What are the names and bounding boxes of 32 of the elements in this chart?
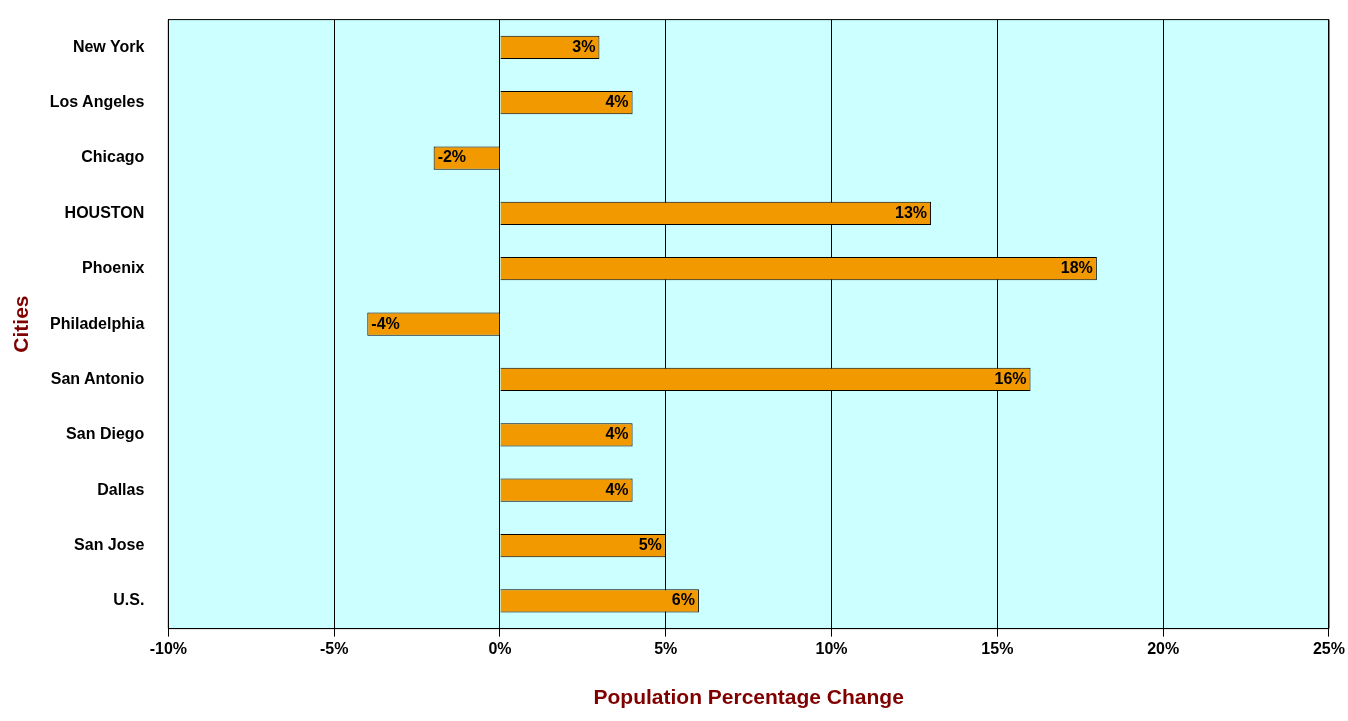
- y-tick-label: Chicago: [81, 148, 145, 166]
- data-label: 4%: [605, 425, 629, 443]
- x-axis-title: Population Percentage Change: [593, 685, 904, 709]
- y-tick-label: New York: [72, 37, 145, 55]
- y-tick-label: HOUSTON: [64, 203, 145, 221]
- y-tick-label: Los Angeles: [49, 93, 145, 111]
- data-label: 4%: [605, 480, 629, 498]
- data-label: 5%: [638, 535, 662, 553]
- data-label: 18%: [1060, 259, 1093, 277]
- x-tick-label: -5%: [319, 639, 349, 657]
- data-label: 16%: [994, 369, 1027, 387]
- x-tick-label: 20%: [1147, 639, 1180, 657]
- x-tick-label: 25%: [1312, 639, 1345, 657]
- x-tick-label: -10%: [149, 639, 188, 657]
- x-tick-label: 0%: [488, 639, 512, 657]
- y-tick-label: San Antonio: [50, 369, 145, 387]
- x-tick-label: 15%: [981, 639, 1014, 657]
- data-label: 4%: [605, 93, 629, 111]
- y-tick-label: U.S.: [113, 591, 145, 609]
- data-label: 13%: [895, 203, 928, 221]
- data-label: 6%: [671, 591, 695, 609]
- y-tick-label: Philadelphia: [50, 314, 145, 332]
- y-tick-label: San Diego: [66, 425, 145, 443]
- x-tick-label: 10%: [815, 639, 848, 657]
- data-label: -4%: [371, 314, 400, 332]
- y-tick-label: San Jose: [74, 535, 145, 553]
- y-tick-label: Phoenix: [82, 259, 145, 277]
- data-label: -2%: [437, 148, 467, 166]
- x-tick-label: 5%: [654, 639, 678, 657]
- data-label: 3%: [572, 37, 596, 55]
- y-tick-label: Dallas: [97, 480, 145, 498]
- y-axis-title: Cities: [9, 295, 33, 353]
